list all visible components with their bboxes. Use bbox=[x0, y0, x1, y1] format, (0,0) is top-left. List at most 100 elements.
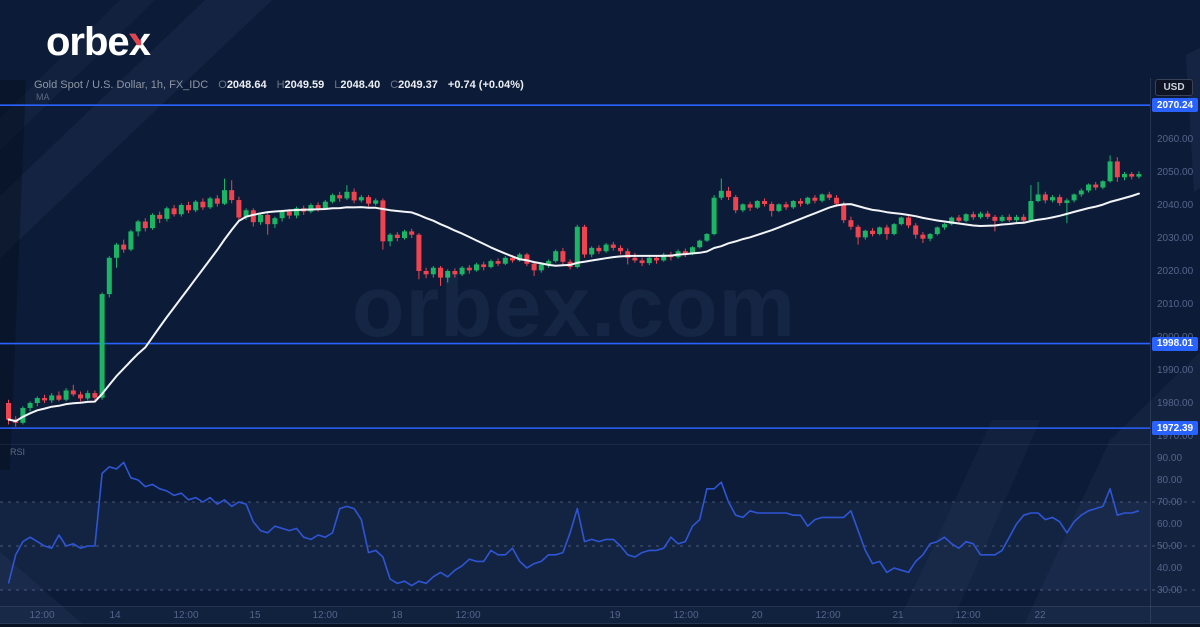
time-axis-row-bg bbox=[0, 607, 1200, 623]
candle-body bbox=[373, 200, 379, 204]
candle-body bbox=[63, 390, 69, 400]
candle-body bbox=[402, 231, 407, 238]
time-label-12:00[interactable]: 12:00 bbox=[673, 610, 699, 621]
time-label-14[interactable]: 14 bbox=[109, 610, 121, 621]
close-value: 2049.37 bbox=[398, 79, 438, 91]
ma-indicator-label[interactable]: MA bbox=[36, 92, 50, 102]
candle-body bbox=[459, 267, 465, 275]
candle-body bbox=[423, 271, 429, 275]
candle-body bbox=[963, 214, 969, 221]
candle-body bbox=[956, 217, 962, 221]
candle-body bbox=[1107, 161, 1113, 182]
candle-body bbox=[711, 197, 717, 235]
bottom-edge-strip bbox=[0, 624, 1200, 627]
price-tick-2030.00: 2030.00 bbox=[1157, 233, 1194, 244]
candle-body bbox=[603, 244, 609, 252]
candle-body bbox=[798, 201, 803, 204]
candle-body bbox=[819, 194, 825, 201]
candle-body bbox=[308, 205, 314, 212]
brand-watermark: orbex.com bbox=[352, 259, 796, 355]
decor-diagonal-topleft-echo bbox=[0, 0, 155, 150]
candle-body bbox=[654, 257, 659, 261]
candle-body bbox=[6, 403, 11, 420]
rsi-indicator-label[interactable]: RSI bbox=[10, 447, 26, 457]
currency-toggle-button[interactable]: USD bbox=[1155, 79, 1193, 96]
time-label-12:00[interactable]: 12:00 bbox=[173, 610, 199, 621]
candle-body bbox=[114, 244, 119, 258]
rsi-line bbox=[7, 461, 1140, 587]
rsi-tick-50.00: 50.00 bbox=[1157, 541, 1183, 552]
price-tick-1990.00: 1990.00 bbox=[1157, 365, 1194, 376]
candle-body bbox=[106, 257, 112, 295]
candle-body bbox=[128, 231, 134, 250]
candle-body bbox=[502, 257, 508, 264]
price-tick-1980.00: 1980.00 bbox=[1157, 398, 1194, 409]
time-label-21[interactable]: 21 bbox=[892, 610, 904, 621]
candle-body bbox=[848, 220, 854, 227]
time-label-12:00[interactable]: 12:00 bbox=[312, 610, 338, 621]
candle-body bbox=[1042, 194, 1048, 201]
candle-body bbox=[1064, 200, 1070, 204]
symbol-info-bar[interactable]: Gold Spot / U.S. Dollar, 1h, FX_IDC O204… bbox=[34, 79, 524, 91]
candle-body bbox=[985, 213, 991, 217]
candle-body bbox=[78, 394, 83, 399]
candle-body bbox=[1050, 197, 1055, 201]
candle-body bbox=[1136, 174, 1142, 177]
time-label-18[interactable]: 18 bbox=[391, 610, 403, 621]
time-label-15[interactable]: 15 bbox=[249, 610, 261, 621]
candle-body bbox=[171, 208, 177, 215]
symbol-title: Gold Spot / U.S. Dollar, 1h, FX_IDC bbox=[34, 79, 209, 91]
candle-body bbox=[315, 205, 321, 209]
candle-body bbox=[618, 247, 623, 252]
time-label-12:00[interactable]: 12:00 bbox=[955, 610, 981, 621]
candle-body bbox=[870, 230, 875, 235]
time-label-12:00[interactable]: 12:00 bbox=[815, 610, 841, 621]
price-level-badge-1998.01: 1998.01 bbox=[1152, 336, 1198, 351]
ma-line bbox=[7, 192, 1140, 423]
candle-body bbox=[20, 407, 26, 423]
logo-text: orbe bbox=[46, 20, 130, 64]
candle-body bbox=[200, 201, 206, 208]
candle-body bbox=[351, 191, 357, 201]
candle-body bbox=[891, 224, 897, 235]
candle-body bbox=[992, 216, 998, 221]
candle-body bbox=[1129, 173, 1135, 177]
candle-body bbox=[466, 267, 472, 271]
candle-body bbox=[481, 264, 487, 268]
candle-body bbox=[265, 214, 271, 225]
candle-body bbox=[430, 267, 436, 275]
candle-body bbox=[1093, 184, 1099, 188]
candle-body bbox=[279, 211, 285, 219]
candle-body bbox=[1100, 181, 1106, 188]
time-label-22[interactable]: 22 bbox=[1034, 610, 1046, 621]
candle-body bbox=[769, 204, 775, 211]
time-label-20[interactable]: 20 bbox=[751, 610, 763, 621]
candle-body bbox=[1006, 216, 1012, 221]
rsi-tick-30.00: 30.00 bbox=[1157, 585, 1183, 596]
candle-body bbox=[186, 205, 191, 211]
candle-body bbox=[812, 197, 818, 201]
open-value: 2048.64 bbox=[226, 79, 267, 91]
candle-body bbox=[150, 214, 155, 229]
candle-body bbox=[582, 226, 587, 255]
time-label-19[interactable]: 19 bbox=[609, 610, 621, 621]
candle-body bbox=[207, 198, 213, 208]
candle-body bbox=[682, 251, 688, 254]
price-level-badge-1972.39: 1972.39 bbox=[1152, 421, 1198, 436]
candle-body bbox=[531, 263, 537, 271]
candle-body bbox=[898, 217, 904, 225]
price-tick-2060.00: 2060.00 bbox=[1157, 134, 1194, 145]
candle-body bbox=[214, 198, 220, 204]
time-label-12:00[interactable]: 12:00 bbox=[455, 610, 481, 621]
candle-body bbox=[841, 203, 847, 221]
open-label: O bbox=[218, 79, 227, 91]
candle-body bbox=[56, 395, 62, 400]
candle-body bbox=[142, 221, 148, 229]
candle-body bbox=[718, 190, 724, 198]
candle-body bbox=[1035, 194, 1041, 202]
time-label-12:00[interactable]: 12:00 bbox=[29, 610, 55, 621]
candle-body bbox=[322, 201, 328, 209]
price-tick-2040.00: 2040.00 bbox=[1157, 200, 1194, 211]
